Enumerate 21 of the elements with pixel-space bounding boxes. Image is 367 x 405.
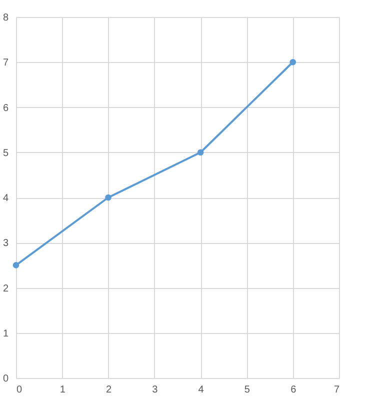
x-tick-label: 6 (290, 384, 297, 396)
point (12, 262, 20, 268)
x-tick-label: 0 (16, 384, 22, 396)
point (197, 149, 204, 156)
y-tick-label: 1 (2, 328, 9, 340)
x-tick-label: 3 (152, 384, 158, 396)
x-tick-label: 2 (106, 384, 112, 396)
x-tick-label: 4 (198, 384, 204, 396)
y-tick-label: 2 (2, 283, 9, 294)
y-tick-label: 0 (2, 374, 9, 384)
x-tick-label: 7 (334, 384, 340, 396)
y-tick-label: 4 (2, 193, 9, 204)
y-tick-label: 7 (2, 58, 9, 69)
x-tick-label: 5 (244, 384, 250, 396)
point (105, 194, 112, 201)
x-tick-label: 1 (60, 384, 66, 396)
y-tick-label: 8 (2, 12, 9, 24)
point (290, 58, 296, 66)
y-tick-label: 5 (2, 148, 9, 159)
y-tick-label: 3 (2, 238, 9, 250)
y-tick-label: 6 (2, 102, 9, 114)
